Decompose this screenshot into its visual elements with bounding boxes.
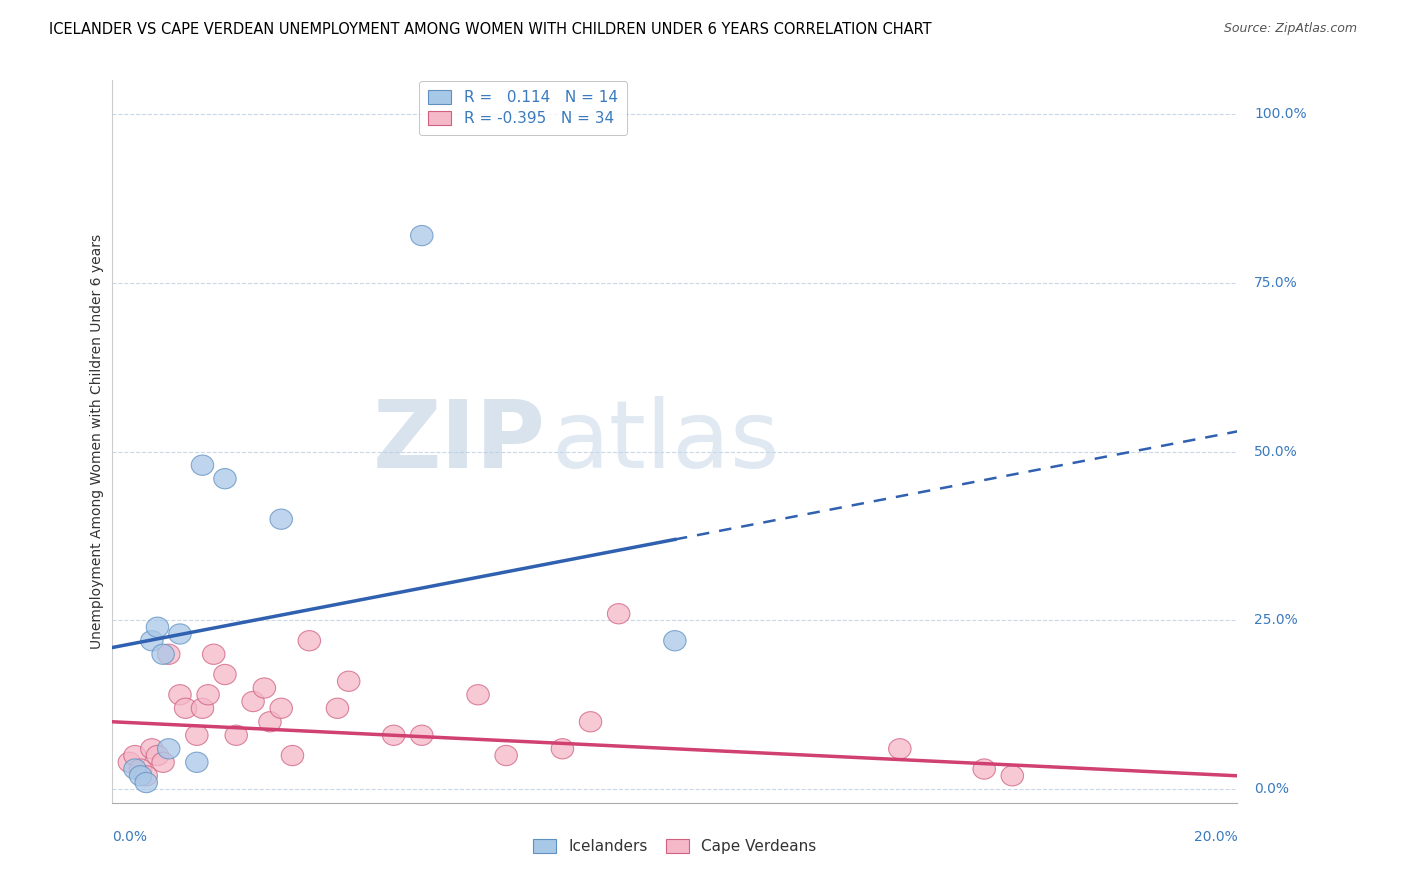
Ellipse shape — [326, 698, 349, 718]
Text: ZIP: ZIP — [373, 395, 546, 488]
Ellipse shape — [242, 691, 264, 712]
Text: 100.0%: 100.0% — [1254, 107, 1306, 121]
Ellipse shape — [214, 468, 236, 489]
Ellipse shape — [270, 509, 292, 529]
Ellipse shape — [270, 698, 292, 718]
Text: 0.0%: 0.0% — [112, 830, 148, 844]
Ellipse shape — [225, 725, 247, 746]
Ellipse shape — [337, 671, 360, 691]
Ellipse shape — [382, 725, 405, 746]
Text: Source: ZipAtlas.com: Source: ZipAtlas.com — [1223, 22, 1357, 36]
Ellipse shape — [118, 752, 141, 772]
Ellipse shape — [135, 772, 157, 793]
Ellipse shape — [129, 759, 152, 780]
Ellipse shape — [214, 665, 236, 685]
Ellipse shape — [973, 759, 995, 780]
Ellipse shape — [186, 752, 208, 772]
Ellipse shape — [141, 631, 163, 651]
Legend: Icelanders, Cape Verdeans: Icelanders, Cape Verdeans — [527, 833, 823, 860]
Ellipse shape — [202, 644, 225, 665]
Ellipse shape — [259, 712, 281, 732]
Ellipse shape — [411, 226, 433, 245]
Ellipse shape — [607, 604, 630, 624]
Ellipse shape — [281, 746, 304, 765]
Ellipse shape — [146, 617, 169, 638]
Text: 0.0%: 0.0% — [1254, 782, 1289, 797]
Text: 75.0%: 75.0% — [1254, 276, 1298, 290]
Text: ICELANDER VS CAPE VERDEAN UNEMPLOYMENT AMONG WOMEN WITH CHILDREN UNDER 6 YEARS C: ICELANDER VS CAPE VERDEAN UNEMPLOYMENT A… — [49, 22, 932, 37]
Ellipse shape — [169, 685, 191, 705]
Ellipse shape — [191, 698, 214, 718]
Ellipse shape — [253, 678, 276, 698]
Ellipse shape — [411, 725, 433, 746]
Ellipse shape — [889, 739, 911, 759]
Y-axis label: Unemployment Among Women with Children Under 6 years: Unemployment Among Women with Children U… — [90, 234, 104, 649]
Ellipse shape — [664, 631, 686, 651]
Ellipse shape — [146, 746, 169, 765]
Ellipse shape — [298, 631, 321, 651]
Ellipse shape — [135, 765, 157, 786]
Ellipse shape — [152, 752, 174, 772]
Text: 20.0%: 20.0% — [1194, 830, 1237, 844]
Ellipse shape — [495, 746, 517, 765]
Ellipse shape — [174, 698, 197, 718]
Ellipse shape — [579, 712, 602, 732]
Ellipse shape — [1001, 765, 1024, 786]
Ellipse shape — [197, 685, 219, 705]
Ellipse shape — [141, 739, 163, 759]
Ellipse shape — [124, 746, 146, 765]
Ellipse shape — [467, 685, 489, 705]
Ellipse shape — [157, 644, 180, 665]
Text: 25.0%: 25.0% — [1254, 614, 1298, 627]
Text: atlas: atlas — [551, 395, 779, 488]
Ellipse shape — [551, 739, 574, 759]
Ellipse shape — [157, 739, 180, 759]
Ellipse shape — [169, 624, 191, 644]
Ellipse shape — [191, 455, 214, 475]
Ellipse shape — [129, 765, 152, 786]
Ellipse shape — [152, 644, 174, 665]
Ellipse shape — [124, 759, 146, 780]
Text: 50.0%: 50.0% — [1254, 445, 1298, 458]
Ellipse shape — [186, 725, 208, 746]
